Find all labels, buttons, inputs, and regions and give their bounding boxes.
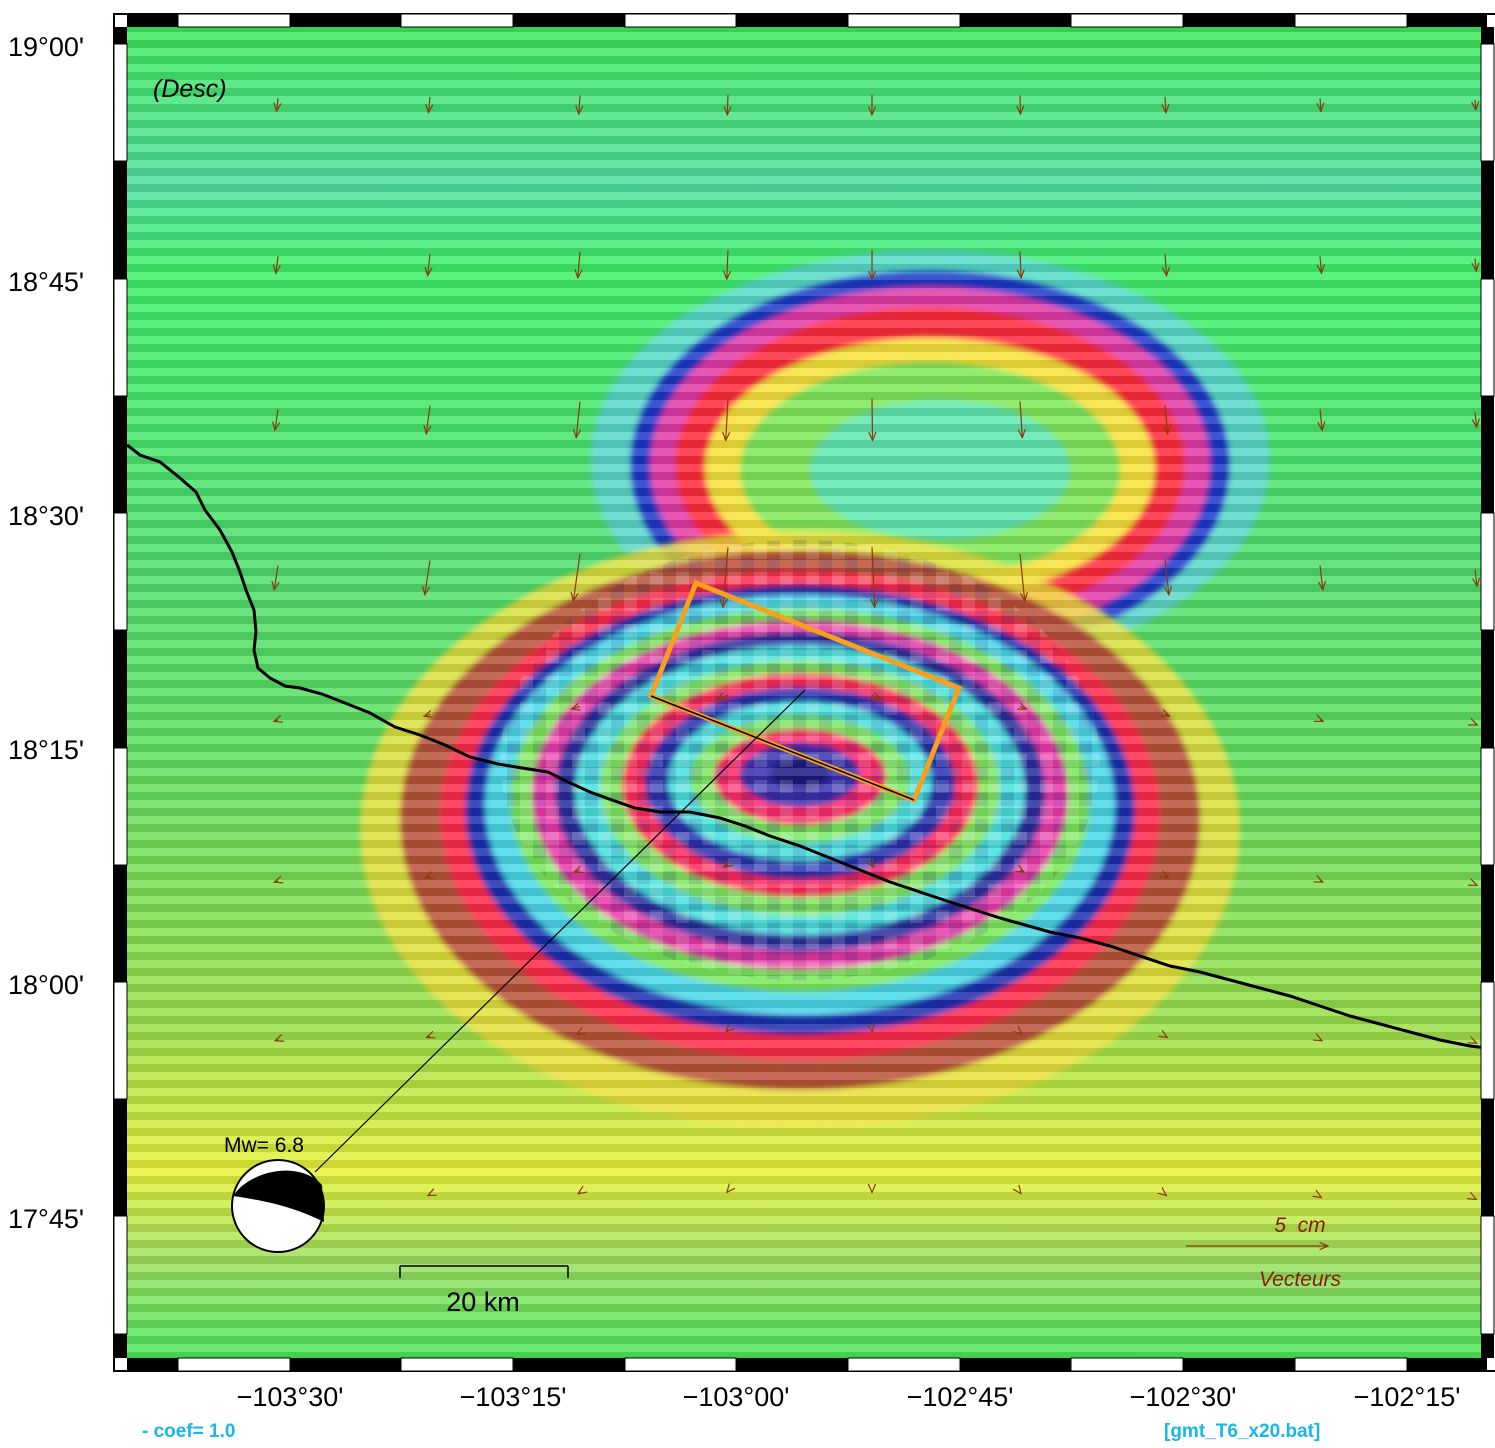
displacement-vector bbox=[1475, 1199, 1476, 1200]
vector-legend-label: Vecteurs bbox=[1259, 1268, 1342, 1291]
displacement-vector bbox=[1020, 251, 1021, 278]
displacement-vector bbox=[724, 864, 728, 867]
displacement-vector bbox=[1475, 884, 1477, 885]
displacement-vector bbox=[1165, 560, 1169, 594]
displacement-vector bbox=[1020, 1033, 1022, 1035]
displacement-vector bbox=[1475, 569, 1477, 586]
longitude-axis: −103°30' −103°15' −103°00' −102°45' −102… bbox=[237, 1382, 1461, 1412]
displacement-vector bbox=[1165, 253, 1167, 276]
displacement-vector bbox=[1320, 720, 1323, 721]
fault-trace bbox=[650, 695, 915, 801]
map-frame bbox=[113, 13, 1495, 1372]
displacement-vector bbox=[1475, 724, 1477, 725]
lat-tick-label: 18°15' bbox=[8, 735, 84, 765]
displacement-vector bbox=[1320, 881, 1323, 882]
displacement-vector bbox=[726, 398, 728, 440]
displacement-vector bbox=[424, 714, 430, 716]
displacement-vector bbox=[425, 876, 430, 878]
displacement-vector bbox=[1020, 401, 1022, 437]
lat-tick-label: 18°45' bbox=[8, 267, 84, 297]
displacement-vector bbox=[872, 547, 875, 607]
displacement-vector bbox=[579, 95, 580, 114]
latitude-axis: 19°00' 18°45' 18°30' 18°15' 18°00' 17°45… bbox=[8, 32, 84, 1234]
lon-tick-label: −102°15' bbox=[1354, 1382, 1461, 1412]
displacement-vector bbox=[1475, 1042, 1477, 1043]
lon-tick-label: −103°30' bbox=[237, 1382, 344, 1412]
displacement-vector bbox=[1165, 96, 1166, 113]
displacement-vector bbox=[1020, 706, 1026, 709]
magnitude-label: Mw= 6.8 bbox=[224, 1134, 304, 1157]
interferogram-raster bbox=[127, 27, 1487, 1358]
displacement-vector bbox=[727, 249, 728, 279]
displacement-vector bbox=[727, 1191, 728, 1192]
lon-tick-label: −102°45' bbox=[907, 1382, 1014, 1412]
displacement-vector bbox=[573, 553, 581, 601]
displacement-vector bbox=[1165, 714, 1169, 716]
displacement-vector bbox=[1020, 95, 1021, 114]
displacement-vector bbox=[872, 398, 873, 440]
displacement-vector bbox=[1475, 258, 1476, 272]
displacement-vector bbox=[577, 1033, 580, 1035]
epicenter-link-line bbox=[314, 689, 806, 1173]
displacement-vector bbox=[1475, 99, 1476, 110]
focal-mechanism-beachball bbox=[231, 1159, 325, 1253]
displacement-vector bbox=[578, 1192, 580, 1193]
displacement-vector bbox=[428, 253, 430, 276]
lon-tick-label: −103°15' bbox=[460, 1382, 567, 1412]
displacement-vector bbox=[274, 881, 278, 882]
displacement-vector bbox=[578, 251, 580, 278]
lon-tick-label: −102°30' bbox=[1130, 1382, 1237, 1412]
displacement-vector bbox=[574, 870, 580, 872]
lon-tick-label: −103°00' bbox=[683, 1382, 790, 1412]
displacement-vector bbox=[1320, 409, 1322, 430]
vector-scale-label: 5 cm bbox=[1274, 1214, 1325, 1237]
displacement-vector bbox=[427, 1036, 430, 1037]
displacement-vector bbox=[275, 409, 278, 430]
displacement-vector bbox=[1475, 412, 1477, 427]
displacement-vector bbox=[425, 560, 431, 595]
coef-footer: - coef= 1.0 bbox=[142, 1421, 236, 1442]
displacement-vector bbox=[1320, 565, 1323, 590]
displacement-vector bbox=[274, 565, 278, 590]
displacement-vector bbox=[1165, 1036, 1167, 1037]
scale-bar-label: 20 km bbox=[446, 1287, 520, 1317]
displacement-vector bbox=[1019, 553, 1025, 601]
displacement-vector bbox=[274, 720, 278, 721]
displacement-vector bbox=[716, 695, 729, 699]
script-footer: [gmt_T6_x20.bat] bbox=[1164, 1421, 1321, 1442]
displacement-vector bbox=[1165, 405, 1168, 433]
displacement-vector bbox=[723, 547, 729, 607]
displacement-vector bbox=[275, 1040, 278, 1041]
panel-label: (Desc) bbox=[153, 75, 227, 103]
displacement-vector bbox=[1320, 98, 1321, 111]
coastline bbox=[126, 443, 1488, 1050]
displacement-vectors bbox=[274, 94, 1477, 1200]
lat-tick-label: 19°00' bbox=[8, 32, 84, 62]
displacement-vector bbox=[1165, 876, 1169, 878]
displacement-vector bbox=[426, 405, 430, 434]
displacement-vector bbox=[429, 96, 430, 113]
displacement-vector bbox=[872, 864, 874, 867]
displacement-vector bbox=[1165, 1194, 1166, 1195]
scale-bar bbox=[399, 1265, 569, 1278]
displacement-vector bbox=[572, 706, 580, 709]
displacement-vector bbox=[276, 256, 278, 273]
displacement-vector bbox=[277, 98, 278, 111]
displacement-vector bbox=[1020, 870, 1024, 872]
lat-tick-label: 18°00' bbox=[8, 970, 84, 1000]
displacement-vector bbox=[1320, 1197, 1321, 1198]
displacement-vector bbox=[428, 1194, 430, 1195]
displacement-vector bbox=[1320, 1040, 1322, 1041]
displacement-vector bbox=[576, 401, 580, 437]
displacement-vector bbox=[726, 1030, 728, 1032]
lat-tick-label: 17°45' bbox=[8, 1204, 84, 1234]
lat-tick-label: 18°30' bbox=[8, 501, 84, 531]
displacement-vector bbox=[872, 695, 881, 699]
displacement-vector bbox=[727, 94, 728, 115]
displacement-vector bbox=[1320, 256, 1321, 273]
displacement-vector bbox=[1020, 1192, 1021, 1193]
